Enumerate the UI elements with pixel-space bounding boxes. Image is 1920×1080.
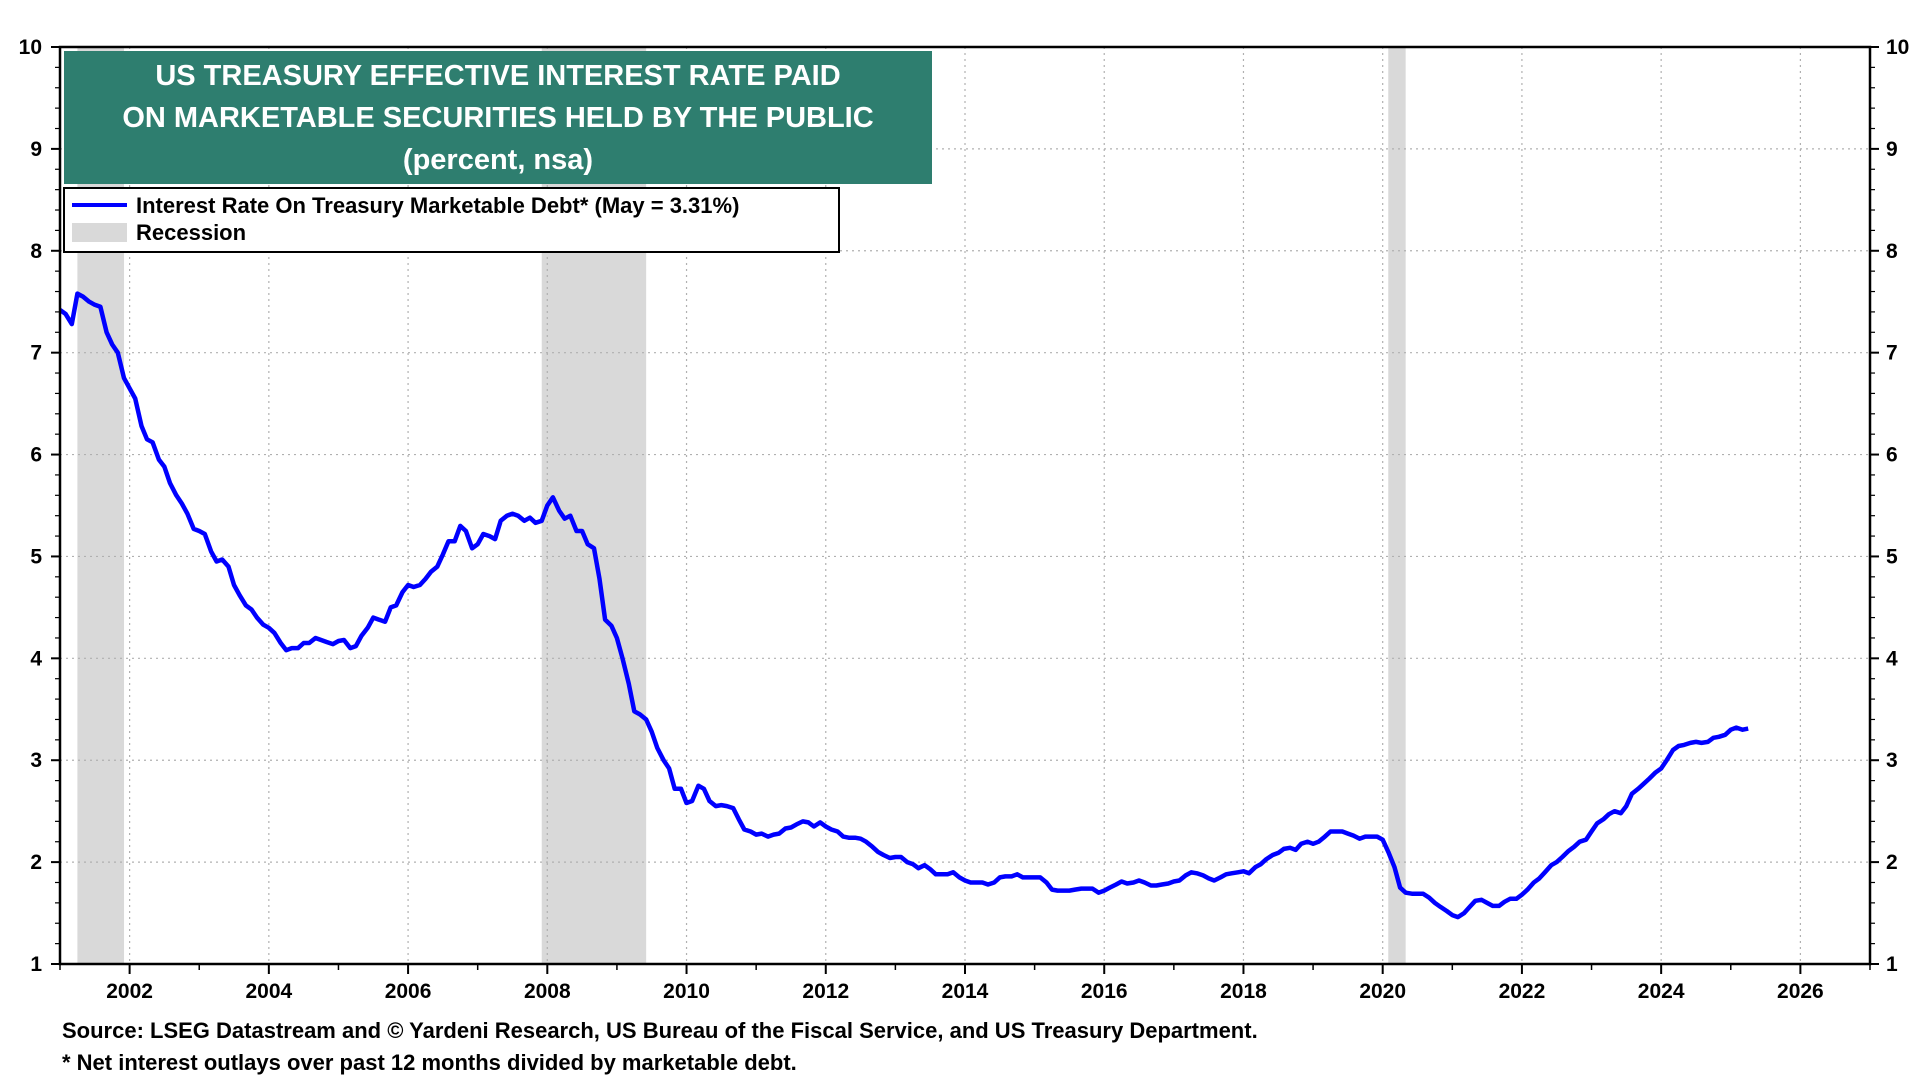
recession-band-3 (1388, 47, 1406, 964)
chart-title-box: US TREASURY EFFECTIVE INTEREST RATE PAID… (64, 51, 932, 184)
y-tick-label-left: 8 (30, 240, 42, 263)
legend: Interest Rate On Treasury Marketable Deb… (63, 187, 840, 253)
y-tick-label-right: 6 (1886, 444, 1898, 467)
x-tick-label: 2010 (663, 980, 710, 1003)
y-tick-label-right: 3 (1886, 749, 1898, 772)
y-tick-label-left: 7 (30, 342, 42, 365)
x-tick-label: 2020 (1359, 980, 1406, 1003)
title-background (64, 51, 932, 184)
footnote: * Net interest outlays over past 12 mont… (62, 1050, 797, 1075)
x-tick-label: 2016 (1081, 980, 1128, 1003)
x-tick-label: 2022 (1499, 980, 1546, 1003)
legend-recession-swatch (72, 223, 127, 242)
series-line-1 (58, 291, 1749, 920)
y-tick-label-left: 5 (30, 545, 42, 568)
x-tick-label: 2018 (1220, 980, 1267, 1003)
y-tick-label-left: 1 (30, 953, 42, 976)
y-tick-label-left: 3 (30, 749, 42, 772)
y-tick-label-right: 4 (1886, 647, 1898, 670)
legend-frame (63, 187, 840, 253)
y-tick-label-right: 7 (1886, 342, 1898, 365)
legend-recession-label: Recession (136, 220, 246, 245)
gridlines (60, 47, 1870, 964)
chart-title-line-1: US TREASURY EFFECTIVE INTEREST RATE PAID (155, 60, 840, 92)
x-tick-label: 2024 (1638, 980, 1685, 1003)
y-tick-label-left: 2 (30, 851, 42, 874)
x-tick-label: 2008 (524, 980, 571, 1003)
x-tick-label: 2012 (802, 980, 849, 1003)
y-tick-label-right: 1 (1886, 953, 1898, 976)
y-tick-label-right: 2 (1886, 851, 1898, 874)
axis-ticks: 1 1 2 2 3 3 4 4 5 5 6 6 7 7 8 8 9 9 10 10 2002 2004 2006 2008 20… (19, 36, 1910, 1003)
x-tick-label: 2004 (245, 980, 292, 1003)
recession-band-1 (77, 47, 125, 964)
y-tick-label-left: 9 (30, 138, 42, 161)
plot-frame (58, 45, 1872, 966)
x-tick-label: 2002 (106, 980, 153, 1003)
legend-line-label: Interest Rate On Treasury Marketable Deb… (136, 193, 739, 218)
y-tick-label-right: 8 (1886, 240, 1898, 263)
y-tick-label-left: 10 (19, 36, 42, 59)
y-tick-label-left: 4 (30, 647, 42, 670)
chart-title-line-2: ON MARKETABLE SECURITIES HELD BY THE PUB… (122, 102, 873, 134)
x-tick-label: 2006 (385, 980, 432, 1003)
series-lines (58, 291, 1749, 920)
y-tick-label-right: 9 (1886, 138, 1898, 161)
chart-title-line-3: (percent, nsa) (403, 144, 593, 176)
x-tick-label: 2014 (942, 980, 989, 1003)
y-tick-label-left: 6 (30, 444, 42, 467)
source-note: Source: LSEG Datastream and © Yardeni Re… (62, 1018, 1258, 1043)
y-tick-label-right: 10 (1886, 36, 1909, 59)
x-tick-label: 2026 (1777, 980, 1824, 1003)
y-tick-label-right: 5 (1886, 545, 1898, 568)
